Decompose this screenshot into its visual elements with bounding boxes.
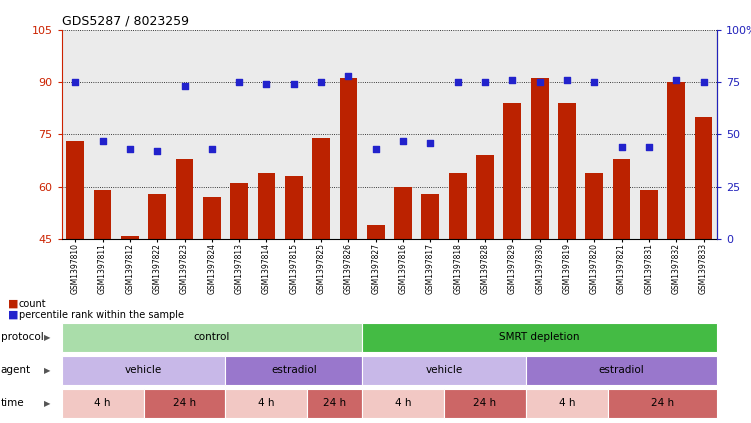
Text: 4 h: 4 h [395, 398, 412, 408]
Bar [94, 190, 111, 239]
Bar [668, 82, 685, 239]
Bar [449, 173, 466, 239]
Bar [362, 389, 444, 418]
Point [315, 79, 327, 85]
Text: count: count [19, 299, 47, 309]
Point [179, 83, 191, 90]
Point [479, 79, 491, 85]
Bar [526, 389, 608, 418]
Bar [62, 323, 362, 352]
Bar [526, 356, 717, 385]
Bar [366, 225, 385, 239]
Point [261, 81, 273, 88]
Point [451, 79, 463, 85]
Bar [62, 389, 143, 418]
Bar [258, 173, 276, 239]
Bar [608, 389, 717, 418]
Bar [312, 138, 330, 239]
Bar [394, 187, 412, 239]
Bar [225, 356, 362, 385]
Text: 24 h: 24 h [651, 398, 674, 408]
Text: GDS5287 / 8023259: GDS5287 / 8023259 [62, 15, 189, 28]
Bar [225, 389, 307, 418]
Bar [444, 389, 526, 418]
Text: ■: ■ [8, 310, 18, 320]
Point [369, 146, 382, 152]
Point [506, 77, 518, 83]
Bar [203, 197, 221, 239]
Point [643, 143, 655, 150]
Point [424, 139, 436, 146]
Bar [613, 159, 631, 239]
Bar [476, 155, 494, 239]
Bar [640, 190, 658, 239]
Text: ■: ■ [8, 299, 18, 309]
Bar [148, 194, 166, 239]
Point [397, 137, 409, 144]
Bar [176, 159, 194, 239]
Point [124, 146, 136, 152]
Text: ▶: ▶ [44, 366, 50, 375]
Bar [143, 389, 225, 418]
Bar [66, 141, 84, 239]
Text: time: time [1, 398, 24, 408]
Point [97, 137, 109, 144]
Point [342, 72, 354, 79]
Bar [62, 356, 225, 385]
Text: percentile rank within the sample: percentile rank within the sample [19, 310, 184, 320]
Text: protocol: protocol [1, 332, 44, 342]
Point [698, 79, 710, 85]
Text: estradiol: estradiol [271, 365, 317, 375]
Bar [362, 323, 717, 352]
Text: 4 h: 4 h [95, 398, 111, 408]
Bar [339, 79, 357, 239]
Text: 4 h: 4 h [258, 398, 275, 408]
Text: ▶: ▶ [44, 399, 50, 408]
Bar [695, 117, 713, 239]
Bar [362, 356, 526, 385]
Bar [531, 79, 548, 239]
Point [670, 77, 682, 83]
Point [151, 148, 163, 154]
Text: 24 h: 24 h [473, 398, 496, 408]
Text: 24 h: 24 h [173, 398, 196, 408]
Point [288, 81, 300, 88]
Point [616, 143, 628, 150]
Point [561, 77, 573, 83]
Point [534, 79, 546, 85]
Bar [121, 236, 139, 239]
Bar [503, 103, 521, 239]
Text: estradiol: estradiol [599, 365, 644, 375]
Bar [558, 103, 576, 239]
Text: agent: agent [1, 365, 31, 375]
Bar [231, 183, 248, 239]
Text: vehicle: vehicle [125, 365, 162, 375]
Bar [307, 389, 362, 418]
Point [206, 146, 218, 152]
Bar [585, 173, 603, 239]
Point [69, 79, 81, 85]
Text: 4 h: 4 h [559, 398, 575, 408]
Point [233, 79, 245, 85]
Point [588, 79, 600, 85]
Bar [421, 194, 439, 239]
Text: ▶: ▶ [44, 333, 50, 342]
Text: vehicle: vehicle [425, 365, 463, 375]
Text: 24 h: 24 h [323, 398, 346, 408]
Bar [285, 176, 303, 239]
Text: control: control [194, 332, 230, 342]
Text: SMRT depletion: SMRT depletion [499, 332, 580, 342]
